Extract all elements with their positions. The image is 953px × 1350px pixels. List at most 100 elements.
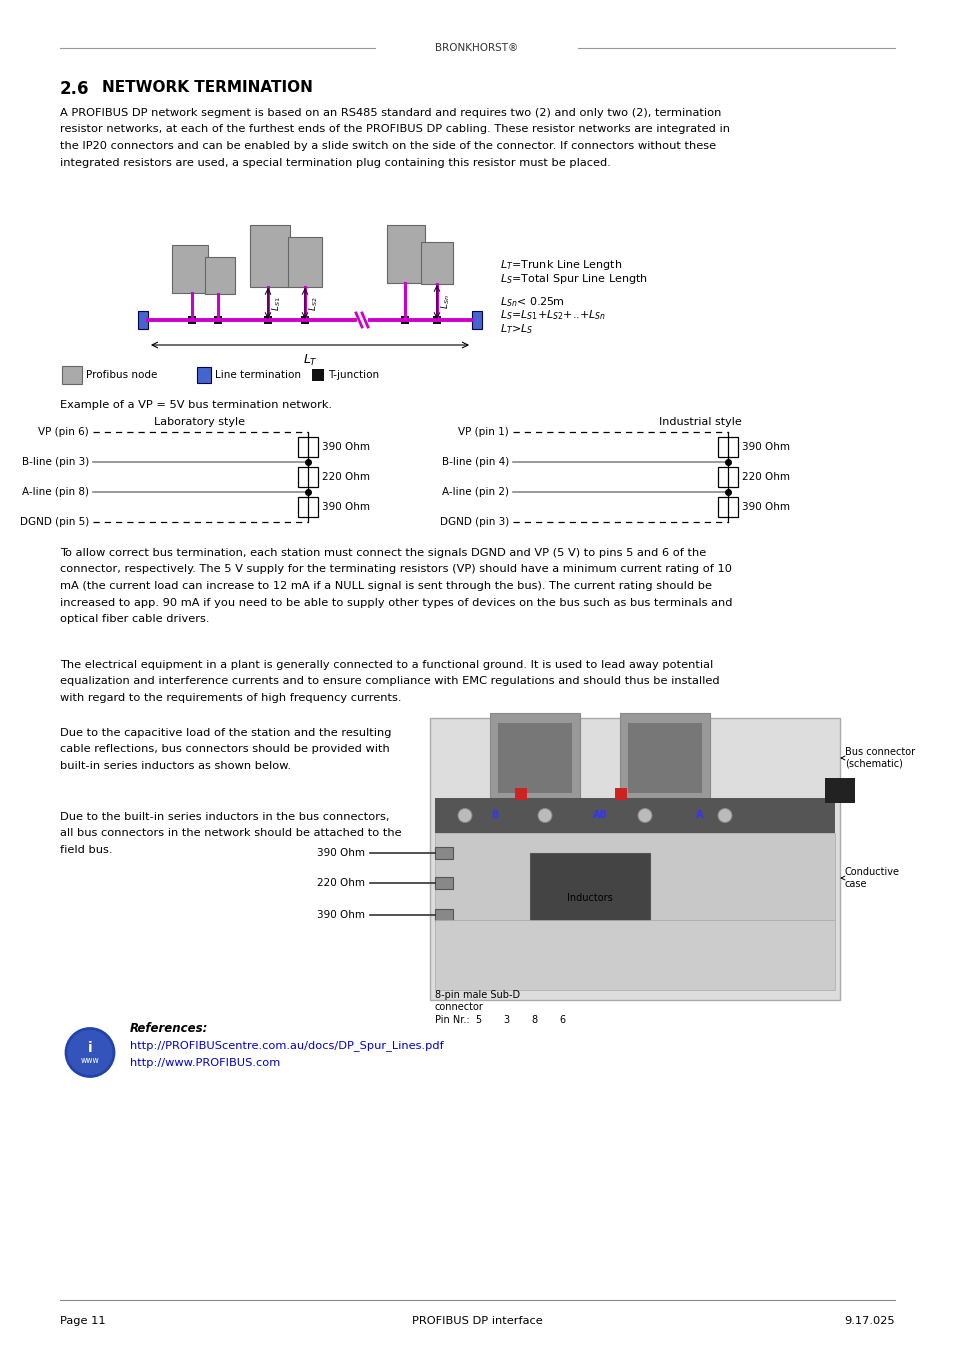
Text: $L_S$=$L_{S1}$+$L_{S2}$+..+$L_{Sn}$: $L_S$=$L_{S1}$+$L_{S2}$+..+$L_{Sn}$ (499, 308, 605, 321)
Text: Bus connector
(schematic): Bus connector (schematic) (841, 747, 914, 768)
Bar (515, 788, 526, 801)
Bar (297, 467, 317, 487)
Text: www: www (81, 1056, 99, 1065)
Text: A-line (pin 8): A-line (pin 8) (22, 487, 89, 497)
Bar (718, 467, 738, 487)
Text: 8-pin male Sub-D
connector: 8-pin male Sub-D connector (435, 990, 519, 1011)
Text: resistor networks, at each of the furthest ends of the PROFIBUS DP cabling. Thes: resistor networks, at each of the furthe… (60, 124, 729, 135)
Bar (435, 833, 834, 919)
Bar (435, 909, 453, 921)
Text: $L_T$>$L_S$: $L_T$>$L_S$ (499, 323, 533, 336)
Text: field bus.: field bus. (60, 845, 112, 855)
Bar (205, 256, 234, 294)
Bar (387, 225, 424, 284)
Bar (297, 497, 317, 517)
Text: built-in series inductors as shown below.: built-in series inductors as shown below… (60, 761, 291, 771)
Text: optical fiber cable drivers.: optical fiber cable drivers. (60, 614, 210, 624)
Text: B-line (pin 4): B-line (pin 4) (441, 458, 509, 467)
Bar (430, 718, 840, 1000)
Bar (138, 310, 148, 329)
Text: A: A (696, 810, 703, 821)
Bar (62, 366, 82, 383)
Bar (250, 225, 290, 288)
Text: Industrial style: Industrial style (658, 417, 740, 427)
Text: 9.17.025: 9.17.025 (843, 1316, 894, 1326)
Text: $L_{Sn}$: $L_{Sn}$ (439, 294, 452, 309)
Bar (435, 798, 834, 833)
Bar (172, 244, 208, 293)
Text: T-junction: T-junction (328, 370, 378, 379)
Text: Due to the built-in series inductors in the bus connectors,: Due to the built-in series inductors in … (60, 811, 389, 822)
Text: 390 Ohm: 390 Ohm (316, 910, 365, 919)
Bar (301, 316, 309, 324)
Bar (213, 316, 222, 324)
Bar (718, 437, 738, 458)
Bar (615, 788, 626, 801)
Text: mA (the current load can increase to 12 mA if a NULL signal is sent through the : mA (the current load can increase to 12 … (60, 580, 711, 591)
Text: PROFIBUS DP interface: PROFIBUS DP interface (411, 1316, 542, 1326)
Text: http://www.PROFIBUS.com: http://www.PROFIBUS.com (130, 1058, 280, 1068)
Bar (490, 713, 579, 798)
Text: Inductors: Inductors (566, 892, 612, 903)
Text: $L_T$: $L_T$ (302, 352, 317, 369)
Text: $L_S$=Total Spur Line Length: $L_S$=Total Spur Line Length (499, 271, 647, 286)
Text: Line termination: Line termination (214, 370, 301, 379)
Text: equalization and interference currents and to ensure compliance with EMC regulat: equalization and interference currents a… (60, 676, 719, 687)
Bar (264, 316, 272, 324)
Bar (297, 437, 317, 458)
Circle shape (457, 809, 472, 822)
Text: $L_{Sn}$< 0.25m: $L_{Sn}$< 0.25m (499, 296, 564, 309)
Text: VP (pin 1): VP (pin 1) (457, 427, 509, 437)
Bar (420, 242, 453, 284)
Text: $L_{S1}$: $L_{S1}$ (271, 296, 283, 310)
Text: Pin Nr.:  5       3       8       6: Pin Nr.: 5 3 8 6 (435, 1015, 565, 1025)
Bar (433, 316, 440, 324)
Text: To allow correct bus termination, each station must connect the signals DGND and: To allow correct bus termination, each s… (60, 548, 705, 558)
Bar (497, 724, 572, 792)
Text: A-line (pin 2): A-line (pin 2) (441, 487, 509, 497)
Text: DGND (pin 5): DGND (pin 5) (20, 517, 89, 526)
Text: cable reflections, bus connectors should be provided with: cable reflections, bus connectors should… (60, 744, 390, 755)
Text: VP (pin 6): VP (pin 6) (38, 427, 89, 437)
Text: The electrical equipment in a plant is generally connected to a functional groun: The electrical equipment in a plant is g… (60, 660, 713, 670)
Bar (196, 367, 211, 383)
Text: all bus connectors in the network should be attached to the: all bus connectors in the network should… (60, 829, 401, 838)
Circle shape (718, 809, 731, 822)
Text: Page 11: Page 11 (60, 1316, 106, 1326)
Text: $L_T$=Trunk Line Length: $L_T$=Trunk Line Length (499, 258, 621, 271)
Text: 390 Ohm: 390 Ohm (322, 441, 370, 452)
Text: Laboratory style: Laboratory style (154, 417, 245, 427)
Text: increased to app. 90 mA if you need to be able to supply other types of devices : increased to app. 90 mA if you need to b… (60, 598, 732, 608)
Text: Conductive
case: Conductive case (841, 867, 899, 888)
Circle shape (66, 1029, 113, 1076)
Text: Example of a VP = 5V bus termination network.: Example of a VP = 5V bus termination net… (60, 400, 332, 410)
Bar (435, 919, 834, 990)
Text: 390 Ohm: 390 Ohm (741, 441, 789, 452)
Text: connector, respectively. The 5 V supply for the terminating resistors (VP) shoul: connector, respectively. The 5 V supply … (60, 564, 731, 575)
Text: 220 Ohm: 220 Ohm (741, 472, 789, 482)
Text: with regard to the requirements of high frequency currents.: with regard to the requirements of high … (60, 693, 401, 703)
Bar (400, 316, 409, 324)
Text: 390 Ohm: 390 Ohm (316, 848, 365, 859)
Text: Profibus node: Profibus node (86, 370, 157, 379)
Bar (288, 238, 322, 288)
Text: i: i (88, 1041, 92, 1054)
Bar (435, 846, 453, 859)
Bar (530, 853, 649, 933)
Circle shape (638, 809, 651, 822)
Bar (619, 713, 709, 798)
Text: A PROFIBUS DP network segment is based on an RS485 standard and requires two (2): A PROFIBUS DP network segment is based o… (60, 108, 720, 117)
Text: Due to the capacitive load of the station and the resulting: Due to the capacitive load of the statio… (60, 728, 391, 738)
Text: 390 Ohm: 390 Ohm (322, 502, 370, 512)
Bar (718, 497, 738, 517)
Text: References:: References: (130, 1022, 208, 1035)
Text: B-line (pin 3): B-line (pin 3) (22, 458, 89, 467)
Text: DGND (pin 3): DGND (pin 3) (439, 517, 509, 526)
Bar (188, 316, 195, 324)
Bar (472, 310, 481, 329)
Bar (824, 778, 854, 803)
Text: 220 Ohm: 220 Ohm (322, 472, 370, 482)
Bar (627, 724, 701, 792)
Text: 390 Ohm: 390 Ohm (741, 502, 789, 512)
Text: the IP20 connectors and can be enabled by a slide switch on the side of the conn: the IP20 connectors and can be enabled b… (60, 140, 716, 151)
